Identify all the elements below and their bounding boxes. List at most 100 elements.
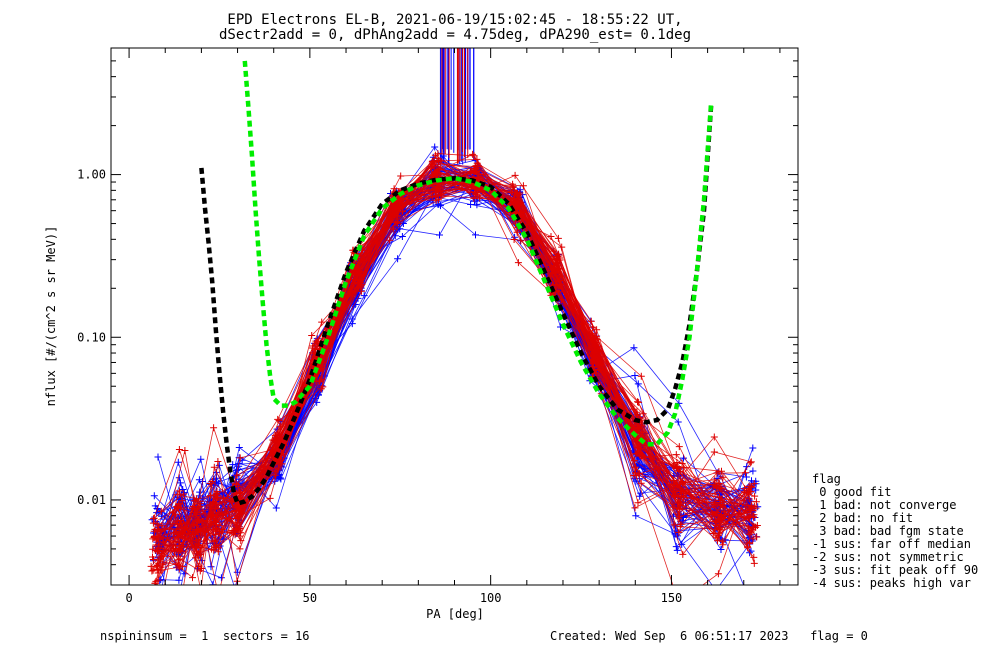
data-point [710,448,718,456]
data-point [214,458,222,465]
y-axis-label: nflux [#/(cm^2 s sr MeV)] [44,226,58,407]
data-point [672,451,680,459]
data-point [749,444,757,452]
data-point [511,171,519,179]
sweep-line [157,185,747,585]
legend-item: -2 sus: not symmetric [812,550,964,564]
data-point [677,520,685,528]
data-point [317,385,325,393]
sweep-line [155,153,750,585]
data-point [432,188,440,196]
sweep-line [159,172,752,553]
data-point [716,502,724,510]
data-point [318,318,326,326]
data-point [207,563,215,571]
data-point [551,269,559,277]
data-point [360,292,368,300]
x-tick-label: 50 [303,591,317,605]
data-point [151,525,159,533]
data-point [274,466,282,474]
data-point [710,433,718,441]
data-point [675,528,683,536]
data-point [750,559,758,567]
data-point [470,152,478,160]
plot-layer [147,48,762,620]
data-point [742,473,750,481]
chart-title: EPD Electrons EL-B, 2021-06-19/15:02:45 … [227,12,682,28]
data-point [237,537,245,545]
data-point [172,613,179,620]
data-point [631,372,639,379]
data-point [358,280,366,288]
data-point [748,483,756,491]
data-point [752,498,760,506]
footer-right: Created: Wed Sep 6 06:51:17 2023 flag = … [550,629,868,643]
data-point [153,566,161,573]
data-point [711,490,719,498]
data-point [194,541,202,549]
data-point [679,487,687,495]
data-point [157,566,165,574]
data-point [719,537,726,545]
data-point [181,534,189,542]
data-point [208,478,216,485]
data-point [719,473,727,481]
data-point [554,234,562,242]
data-point [175,487,183,495]
data-point [266,494,274,502]
data-point [748,602,755,609]
data-point [176,546,184,554]
data-point [196,567,204,575]
sweep-line [159,186,753,581]
x-tick-label: 100 [480,591,502,605]
data-point [178,497,186,505]
data-point [636,492,644,500]
x-tick-label: 0 [125,591,132,605]
sweep-line [155,155,744,585]
data-point [154,548,162,556]
data-point [678,478,686,486]
data-point [749,467,757,475]
data-point [716,516,724,524]
data-point [550,262,558,270]
data-point [552,278,560,286]
data-point [393,205,401,213]
data-point [179,486,187,493]
data-point [154,610,161,617]
data-point [170,529,178,537]
data-point [637,479,645,487]
data-point [745,495,753,503]
sweep-line [157,179,745,581]
data-point [217,574,225,582]
data-point [673,546,681,554]
data-point [467,201,475,208]
data-point [394,197,402,205]
sweep-line [164,165,752,585]
data-point [155,612,162,619]
data-point [713,521,721,529]
sweep-line [158,167,755,544]
data-point [214,548,222,556]
data-point [187,512,195,520]
data-point [308,332,316,339]
data-point [195,562,203,570]
data-point [189,521,197,529]
data-point [195,503,203,511]
x-tick-label: 150 [661,591,683,605]
data-point [469,150,477,158]
data-point [154,535,162,543]
data-point [233,471,241,479]
data-point [753,522,761,529]
data-point [272,435,280,443]
data-point [431,143,439,151]
data-point [390,185,398,193]
data-point [149,545,157,553]
data-point [553,252,561,260]
data-point [512,198,520,206]
data-point [197,455,205,463]
legend-item: 1 bad: not converge [812,498,957,512]
data-point [210,463,218,471]
y-tick-label: 0.10 [77,330,106,344]
data-point [635,450,643,458]
sweep-line [152,171,757,540]
